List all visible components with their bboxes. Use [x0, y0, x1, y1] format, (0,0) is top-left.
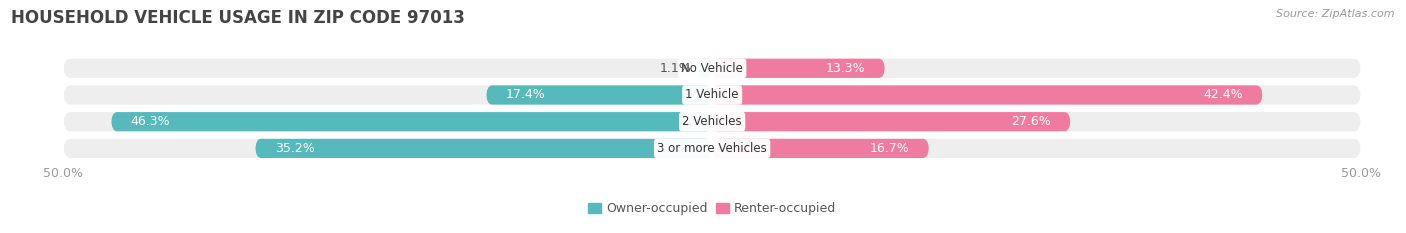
FancyBboxPatch shape: [713, 112, 1070, 131]
Text: No Vehicle: No Vehicle: [681, 62, 744, 75]
FancyBboxPatch shape: [713, 59, 884, 78]
Text: 16.7%: 16.7%: [870, 142, 910, 155]
Text: 13.3%: 13.3%: [825, 62, 865, 75]
Text: 35.2%: 35.2%: [274, 142, 315, 155]
FancyBboxPatch shape: [713, 139, 929, 158]
Text: 1 Vehicle: 1 Vehicle: [685, 89, 740, 102]
Text: 2 Vehicles: 2 Vehicles: [682, 115, 742, 128]
Text: HOUSEHOLD VEHICLE USAGE IN ZIP CODE 97013: HOUSEHOLD VEHICLE USAGE IN ZIP CODE 9701…: [11, 9, 465, 27]
Text: 3 or more Vehicles: 3 or more Vehicles: [657, 142, 768, 155]
FancyBboxPatch shape: [63, 112, 1361, 131]
FancyBboxPatch shape: [63, 59, 1361, 78]
FancyBboxPatch shape: [63, 85, 1361, 105]
Text: 17.4%: 17.4%: [506, 89, 546, 102]
FancyBboxPatch shape: [697, 59, 713, 78]
FancyBboxPatch shape: [111, 112, 713, 131]
Text: 46.3%: 46.3%: [131, 115, 170, 128]
Text: 27.6%: 27.6%: [1011, 115, 1050, 128]
FancyBboxPatch shape: [486, 85, 713, 105]
FancyBboxPatch shape: [256, 139, 713, 158]
Text: 1.1%: 1.1%: [659, 62, 692, 75]
FancyBboxPatch shape: [63, 139, 1361, 158]
Text: Source: ZipAtlas.com: Source: ZipAtlas.com: [1277, 9, 1395, 19]
Legend: Owner-occupied, Renter-occupied: Owner-occupied, Renter-occupied: [583, 197, 841, 220]
Text: 42.4%: 42.4%: [1204, 89, 1243, 102]
FancyBboxPatch shape: [713, 85, 1263, 105]
